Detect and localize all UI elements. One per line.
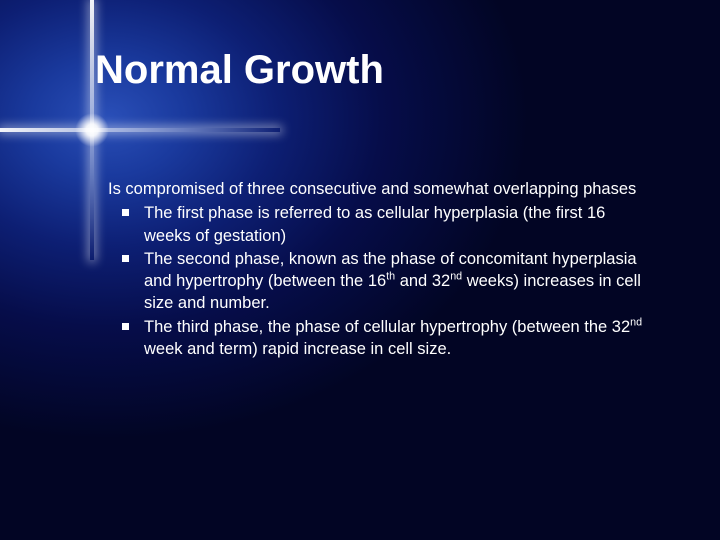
intro-text: Is compromised of three consecutive and … [108, 178, 648, 200]
slide: Normal Growth Is compromised of three co… [0, 0, 720, 540]
list-item: The first phase is referred to as cellul… [116, 202, 648, 247]
bullet-text: The third phase, the phase of cellular h… [144, 318, 642, 358]
intro-line: Is compromised of three consecutive and … [108, 180, 636, 198]
slide-title: Normal Growth [95, 48, 384, 93]
bullet-list: The first phase is referred to as cellul… [108, 202, 648, 360]
bullet-text: The second phase, known as the phase of … [144, 250, 641, 313]
lens-flare-horizontal [0, 128, 280, 132]
lens-flare-core [75, 113, 109, 147]
list-item: The second phase, known as the phase of … [116, 248, 648, 315]
slide-body: Is compromised of three consecutive and … [108, 178, 648, 361]
bullet-text: The first phase is referred to as cellul… [144, 204, 605, 244]
list-item: The third phase, the phase of cellular h… [116, 316, 648, 361]
